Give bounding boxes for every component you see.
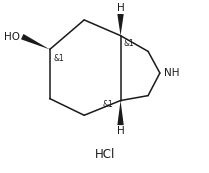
Polygon shape — [117, 101, 124, 125]
Polygon shape — [117, 14, 124, 36]
Text: &1: &1 — [103, 100, 114, 109]
Text: &1: &1 — [54, 54, 64, 63]
Text: H: H — [117, 3, 124, 13]
Text: H: H — [117, 126, 124, 136]
Text: HO: HO — [4, 32, 20, 42]
Text: HCl: HCl — [95, 148, 115, 161]
Text: &1: &1 — [124, 39, 134, 48]
Polygon shape — [21, 34, 50, 49]
Text: NH: NH — [164, 68, 179, 78]
